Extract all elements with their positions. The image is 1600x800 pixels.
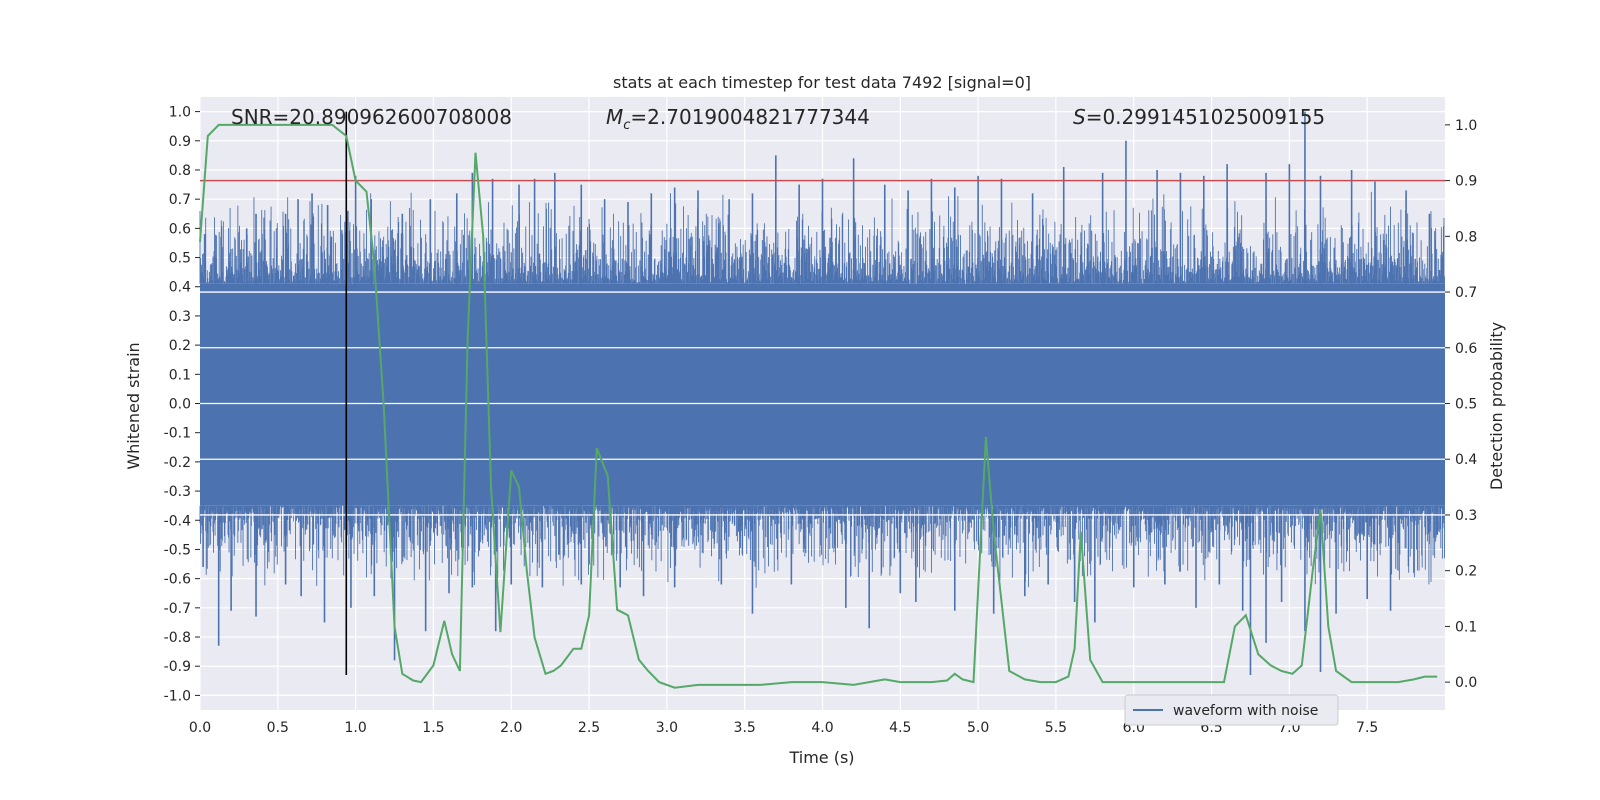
- legend: waveform with noise: [1124, 694, 1339, 726]
- y-left-tick-label: 0.8: [169, 163, 191, 179]
- y-left-tick-label: 0.3: [169, 309, 191, 325]
- legend-box: [1124, 694, 1339, 726]
- y-left-tick-label: 0.4: [169, 280, 191, 296]
- y-left-tick-label: 0.5: [169, 251, 191, 267]
- y-left-tick-label: 0.7: [169, 192, 191, 208]
- y-left-tick-label: 0.9: [169, 134, 191, 150]
- x-tick-label: 2.0: [500, 720, 522, 736]
- y-left-axis-label: Whitened strain: [124, 342, 143, 469]
- y-left-tick-label: -0.9: [164, 659, 191, 675]
- y-right-tick-label: 0.6: [1455, 341, 1477, 357]
- waveform-series: [199, 111, 1445, 675]
- y-left-tick-label: -0.8: [164, 630, 191, 646]
- y-right-tick-label: 0.8: [1455, 229, 1477, 245]
- mc-value: =2.7019004821777344: [630, 105, 869, 129]
- y-left-tick-label: -0.2: [164, 455, 191, 471]
- mc-subscript: c: [623, 118, 630, 133]
- x-tick-label: 0.5: [267, 720, 289, 736]
- x-axis-label: Time (s): [788, 748, 854, 767]
- x-tick-label: 5.0: [967, 720, 989, 736]
- y-left-tick-label: -0.1: [164, 426, 191, 442]
- y-left-tick-label: -0.4: [164, 513, 191, 529]
- y-right-tick-label: 0.5: [1455, 397, 1477, 413]
- y-right-tick-label: 0.2: [1455, 564, 1477, 580]
- legend-entry-waveform: waveform with noise: [1173, 703, 1318, 719]
- y-left-tick-label: -0.5: [164, 542, 191, 558]
- y-left-tick-label: 0.0: [169, 397, 191, 413]
- y-left-tick-label: -0.3: [164, 484, 191, 500]
- y-right-tick-label: 0.1: [1455, 619, 1477, 635]
- y-left-tick-label: -0.6: [164, 572, 191, 588]
- x-tick-label: 7.5: [1356, 720, 1378, 736]
- s-symbol: S: [1073, 105, 1086, 129]
- y-right-tick-label: 0.7: [1455, 285, 1477, 301]
- chart-title: stats at each timestep for test data 749…: [613, 73, 1031, 92]
- x-tick-label: 0.0: [189, 720, 211, 736]
- band-grid-lines: [200, 291, 1445, 516]
- waveform-dense-band: [200, 283, 1445, 506]
- y-left-tick-label: -0.7: [164, 601, 191, 617]
- y-right-tick-label: 0.0: [1455, 675, 1477, 691]
- y-right-axis-label: Detection probability: [1487, 322, 1506, 490]
- y-left-tick-label: 1.0: [169, 105, 191, 121]
- detection-probability-line: [199, 123, 1438, 689]
- x-tick-label: 1.5: [422, 720, 444, 736]
- x-tick-label: 4.5: [889, 720, 911, 736]
- y-right-tick-label: 0.4: [1455, 452, 1477, 468]
- y-left-tick-labels: 1.0 0.9 0.8 0.7 0.6 0.5 0.4 0.3 0.2 0.1 0.0 -0.1 -0.…: [164, 105, 200, 704]
- y-right-tick-label: 1.0: [1455, 118, 1477, 134]
- x-tick-label: 3.0: [656, 720, 678, 736]
- y-right-tick-labels: 1.0 0.9 0.8 0.7 0.6 0.5 0.4 0.3 0.2 0.1 0.0: [1445, 118, 1477, 691]
- y-right-tick-label: 0.9: [1455, 174, 1477, 190]
- y-left-tick-label: -1.0: [164, 688, 191, 704]
- y-left-tick-label: 0.1: [169, 367, 191, 383]
- x-tick-label: 1.0: [344, 720, 366, 736]
- y-right-tick-label: 0.3: [1455, 508, 1477, 524]
- x-tick-label: 5.5: [1045, 720, 1067, 736]
- s-value: =0.2991451025009155: [1086, 105, 1325, 129]
- mc-symbol: M: [606, 105, 623, 129]
- snr-annotation: SNR=20.890962600708008: [231, 105, 512, 129]
- s-annotation: S=0.2991451025009155: [1073, 105, 1325, 129]
- mc-annotation: Mc=2.7019004821777344: [606, 105, 870, 133]
- y-left-tick-label: 0.2: [169, 338, 191, 354]
- x-tick-label: 2.5: [578, 720, 600, 736]
- x-tick-label: 3.5: [734, 720, 756, 736]
- y-left-tick-label: 0.6: [169, 221, 191, 237]
- x-tick-label: 4.0: [811, 720, 833, 736]
